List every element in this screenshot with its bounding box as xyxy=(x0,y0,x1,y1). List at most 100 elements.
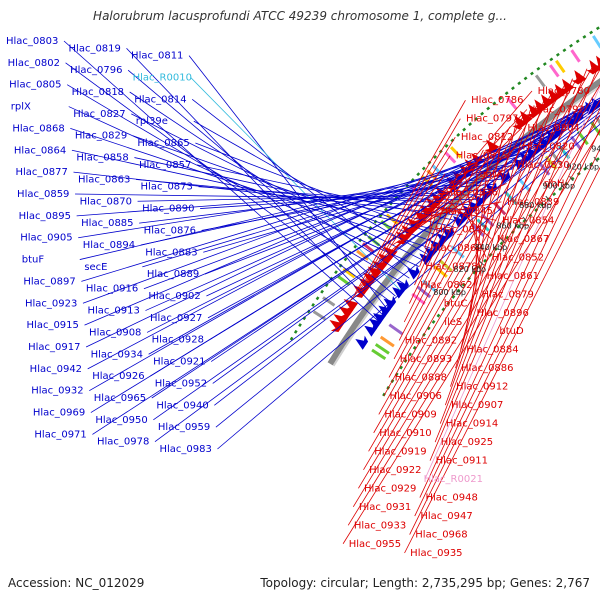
gene-label[interactable]: Hlac_0983 xyxy=(159,444,211,455)
gene-label[interactable]: Hlac_0815 xyxy=(456,151,508,162)
gene-label[interactable]: Hlac_R0010 xyxy=(133,72,192,83)
gene-label[interactable]: Hlac_0805 xyxy=(9,80,61,91)
gene-label[interactable]: Hlac_0820 xyxy=(522,141,574,152)
gene-label[interactable]: Hlac_0896 xyxy=(476,308,528,319)
gene-label[interactable]: Hlac_0905 xyxy=(20,233,72,244)
gene-label[interactable]: Hlac_0932 xyxy=(31,386,83,397)
gene-label[interactable]: Hlac_0922 xyxy=(369,465,421,476)
gene-label[interactable]: Hlac_0917 xyxy=(28,342,80,353)
gene-label[interactable]: Hlac_0863 xyxy=(78,174,130,185)
gene-label[interactable]: Hlac_0895 xyxy=(19,211,71,222)
gene-label[interactable]: Hlac_0876 xyxy=(144,225,196,236)
gene-label[interactable]: Hlac_0910 xyxy=(379,428,431,439)
gene-label[interactable]: Hlac_0811 xyxy=(131,51,183,62)
gene-label[interactable]: rpl39e xyxy=(136,116,168,127)
gene-label[interactable]: Hlac_0885 xyxy=(81,218,133,229)
gene-label[interactable]: Hlac_0942 xyxy=(30,364,82,375)
gene-label[interactable]: btuD xyxy=(499,326,524,337)
gene-label[interactable]: Hlac_0886 xyxy=(461,363,513,374)
gene-label[interactable]: Hlac_0931 xyxy=(359,502,411,513)
gene-label[interactable]: Hlac_0968 xyxy=(415,530,467,541)
gene-label[interactable]: Hlac_0889 xyxy=(147,269,199,280)
gene-label[interactable]: Hlac_0865 xyxy=(137,138,189,149)
gene-label[interactable]: Hlac_0867 xyxy=(497,234,549,245)
gene-label[interactable]: Hlac_0908 xyxy=(89,327,141,338)
gene-label[interactable]: Hlac_0839 xyxy=(507,197,559,208)
gene-label[interactable]: Hlac_0864 xyxy=(14,145,66,156)
gene-label[interactable]: Hlac_0927 xyxy=(150,313,202,324)
gene-label[interactable]: Hlac_0796 xyxy=(70,65,122,76)
gene-label[interactable]: Hlac_0804 xyxy=(527,123,579,134)
gene-label[interactable]: Hlac_0969 xyxy=(33,408,85,419)
gene-label[interactable]: Hlac_0854 xyxy=(502,215,554,226)
gene-label[interactable]: Hlac_0797 xyxy=(466,114,518,125)
gene-label[interactable]: Hlac_0786 xyxy=(471,95,523,106)
gene-label[interactable]: Hlac_0921 xyxy=(153,357,205,368)
gene-label[interactable]: Hlac_0925 xyxy=(441,437,493,448)
gene-label[interactable]: Hlac_0847 xyxy=(435,225,487,236)
gene-label[interactable]: ileS xyxy=(444,317,462,328)
gene-label[interactable]: Hlac_0888 xyxy=(395,372,447,383)
gene-label[interactable]: Hlac_0959 xyxy=(158,422,210,433)
gene-label[interactable]: Hlac_0812 xyxy=(461,132,513,143)
gene-label[interactable]: Hlac_0877 xyxy=(15,167,67,178)
gene-label[interactable]: Hlac_0830 xyxy=(517,160,569,171)
gene-label[interactable]: Hlac_0894 xyxy=(83,240,135,251)
gene-label[interactable]: Hlac_0971 xyxy=(34,429,86,440)
gene-label[interactable]: Hlac_0818 xyxy=(72,87,124,98)
gene-label[interactable]: Hlac_0884 xyxy=(466,345,518,356)
gene-label[interactable]: Hlac_0919 xyxy=(374,446,426,457)
gene-label[interactable]: Hlac_0915 xyxy=(27,320,79,331)
gene-label[interactable]: Hlac_0879 xyxy=(482,289,534,300)
gene-label[interactable]: Hlac_0906 xyxy=(390,391,442,402)
gene-label[interactable]: Hlac_0965 xyxy=(94,393,146,404)
gene-label[interactable]: Hlac_0912 xyxy=(456,382,508,393)
gene-label[interactable]: Hlac_0792 xyxy=(533,104,585,115)
gene-label[interactable]: Hlac_0814 xyxy=(134,94,186,105)
gene-label[interactable]: Hlac_0909 xyxy=(384,409,436,420)
gene-label[interactable]: Hlac_0890 xyxy=(142,204,194,215)
gene-label[interactable]: Hlac_0928 xyxy=(152,335,204,346)
gene-label[interactable]: Hlac_0819 xyxy=(69,43,121,54)
gene-label[interactable]: Hlac_0862 xyxy=(420,280,472,291)
gene-label[interactable]: Hlac_0952 xyxy=(155,378,207,389)
gene-label[interactable]: Hlac_0934 xyxy=(91,349,143,360)
gene-label[interactable]: Hlac_0829 xyxy=(75,131,127,142)
gene-label[interactable]: Hlac_0948 xyxy=(425,493,477,504)
gene-label[interactable]: btuC xyxy=(444,299,468,310)
gene-label[interactable]: Hlac_0836 xyxy=(446,188,498,199)
gene-label[interactable]: Hlac_0802 xyxy=(8,58,60,69)
gene-label[interactable]: Hlac_0857 xyxy=(139,160,191,171)
gene-label[interactable]: Hlac_0861 xyxy=(487,271,539,282)
gene-label[interactable]: Hlac_0827 xyxy=(73,109,125,120)
gene-label[interactable]: Hlac_0878 xyxy=(425,262,477,273)
gene-label[interactable]: Hlac_0860 xyxy=(430,243,482,254)
gene-label[interactable]: Hlac_0873 xyxy=(141,182,193,193)
gene-label[interactable]: Hlac_0883 xyxy=(145,247,197,258)
gene-label[interactable]: Hlac_0950 xyxy=(95,415,147,426)
gene-label[interactable]: Hlac_0935 xyxy=(410,548,462,559)
gene-label[interactable]: Hlac_0947 xyxy=(420,511,472,522)
gene-label[interactable]: Hlac_0929 xyxy=(364,483,416,494)
gene-label[interactable]: Hlac_0926 xyxy=(92,371,144,382)
gene-label[interactable]: Hlac_0858 xyxy=(76,153,128,164)
gene-label[interactable]: btuF xyxy=(22,255,45,266)
gene-label[interactable]: Hlac_0868 xyxy=(12,123,64,134)
gene-label[interactable]: Hlac_0897 xyxy=(23,276,75,287)
gene-label[interactable]: Hlac_0870 xyxy=(80,196,132,207)
gene-label[interactable]: Hlac_0940 xyxy=(156,400,208,411)
gene-label[interactable]: Hlac_0923 xyxy=(25,298,77,309)
gene-label[interactable]: Hlac_0907 xyxy=(451,400,503,411)
gene-label[interactable]: Hlac_0978 xyxy=(97,437,149,448)
gene-label[interactable]: Hlac_0911 xyxy=(436,456,488,467)
gene-label[interactable]: Hlac_0913 xyxy=(87,306,139,317)
gene-label[interactable]: Hlac_0859 xyxy=(17,189,69,200)
gene-label[interactable]: ribH xyxy=(544,178,565,189)
gene-label[interactable]: Hlac_R0021 xyxy=(424,474,483,485)
gene-label[interactable]: Hlac_0902 xyxy=(148,291,200,302)
gene-label[interactable]: gatA xyxy=(480,169,503,180)
gene-label[interactable]: Hlac_0893 xyxy=(400,354,452,365)
gene-label[interactable]: Hlac_0803 xyxy=(6,36,58,47)
gene-label[interactable]: Hlac_0852 xyxy=(492,252,544,263)
gene-label[interactable]: Hlac_0892 xyxy=(405,335,457,346)
